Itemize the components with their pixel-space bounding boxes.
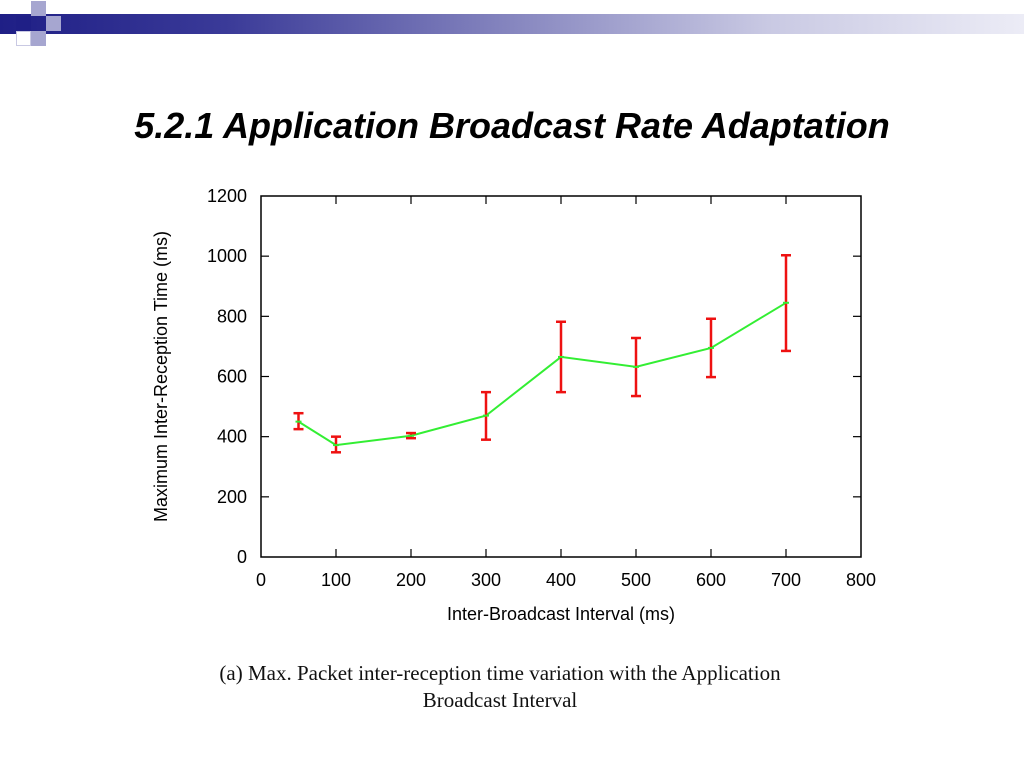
logo-square-3 <box>46 16 61 31</box>
y-tick-label: 800 <box>217 306 247 326</box>
header-gradient-bar <box>0 14 1024 34</box>
x-tick-label: 200 <box>396 570 426 590</box>
x-tick-label: 600 <box>696 570 726 590</box>
x-tick-label: 700 <box>771 570 801 590</box>
y-tick-label: 200 <box>217 487 247 507</box>
x-tick-label: 0 <box>256 570 266 590</box>
x-tick-label: 800 <box>846 570 876 590</box>
caption-line-2: Broadcast Interval <box>422 688 578 712</box>
logo-square-2 <box>31 1 46 16</box>
x-tick-label: 100 <box>321 570 351 590</box>
figure-caption: (a) Max. Packet inter-reception time var… <box>160 660 840 714</box>
logo-square-5 <box>16 31 31 46</box>
y-tick-label: 1000 <box>207 246 247 266</box>
logo-square-1 <box>16 16 31 31</box>
y-tick-label: 400 <box>217 427 247 447</box>
x-tick-label: 400 <box>546 570 576 590</box>
y-tick-label: 0 <box>237 547 247 567</box>
y-tick-label: 1200 <box>207 186 247 206</box>
slide-title: 5.2.1 Application Broadcast Rate Adaptat… <box>134 105 890 146</box>
x-tick-label: 500 <box>621 570 651 590</box>
y-axis-title: Maximum Inter-Reception Time (ms) <box>151 231 171 522</box>
x-axis-title: Inter-Broadcast Interval (ms) <box>447 604 675 624</box>
caption-line-1: (a) Max. Packet inter-reception time var… <box>219 661 781 685</box>
series-line <box>297 301 787 447</box>
x-tick-label: 300 <box>471 570 501 590</box>
logo-square-4 <box>31 31 46 46</box>
y-tick-label: 600 <box>217 367 247 387</box>
